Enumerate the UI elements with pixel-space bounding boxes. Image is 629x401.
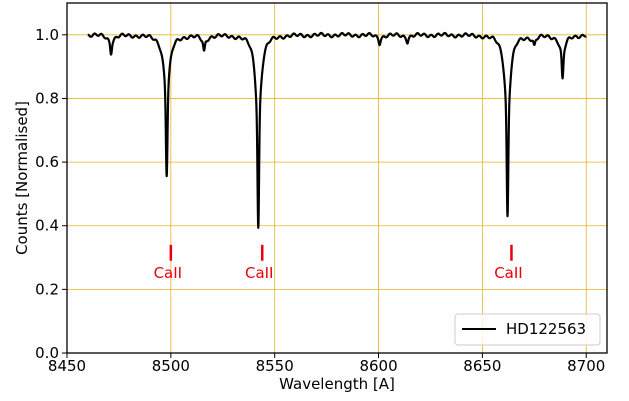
series-layer	[86, 31, 588, 229]
y-tick-label: 0.0	[35, 344, 59, 362]
annotation-label: CaII	[494, 264, 523, 282]
x-axis-title: Wavelength [A]	[279, 375, 395, 393]
y-axis-ticks: 0.0 0.2 0.4 0.6 0.8 1.0	[35, 26, 67, 362]
series-line-0	[86, 31, 588, 229]
y-tick-label: 0.2	[35, 280, 59, 298]
x-tick-label: 8700	[567, 357, 605, 375]
grid	[66, 3, 607, 354]
x-tick-label: 8450	[48, 357, 86, 375]
plot-frame	[66, 2, 608, 354]
annotation-label: CaII	[245, 264, 274, 282]
y-tick-label: 0.8	[35, 89, 59, 107]
legend-box	[454, 313, 601, 346]
y-axis-title: Counts [Normalised]	[13, 101, 31, 255]
y-tick-label: 0.6	[35, 153, 59, 171]
legend-label: HD122563	[506, 320, 586, 338]
x-tick-label: 8550	[256, 357, 294, 375]
legend: HD122563	[454, 313, 601, 346]
x-tick-label: 8600	[359, 357, 397, 375]
annotation-label: CaII	[154, 264, 183, 282]
annotations: CaII CaII CaII	[154, 244, 523, 282]
y-tick-label: 0.4	[35, 217, 59, 235]
x-axis-ticks: 8450 8500 8550 8600 8650 8700	[48, 353, 605, 375]
y-tick-label: 1.0	[35, 26, 59, 44]
x-tick-label: 8650	[463, 357, 501, 375]
x-tick-label: 8500	[152, 357, 190, 375]
